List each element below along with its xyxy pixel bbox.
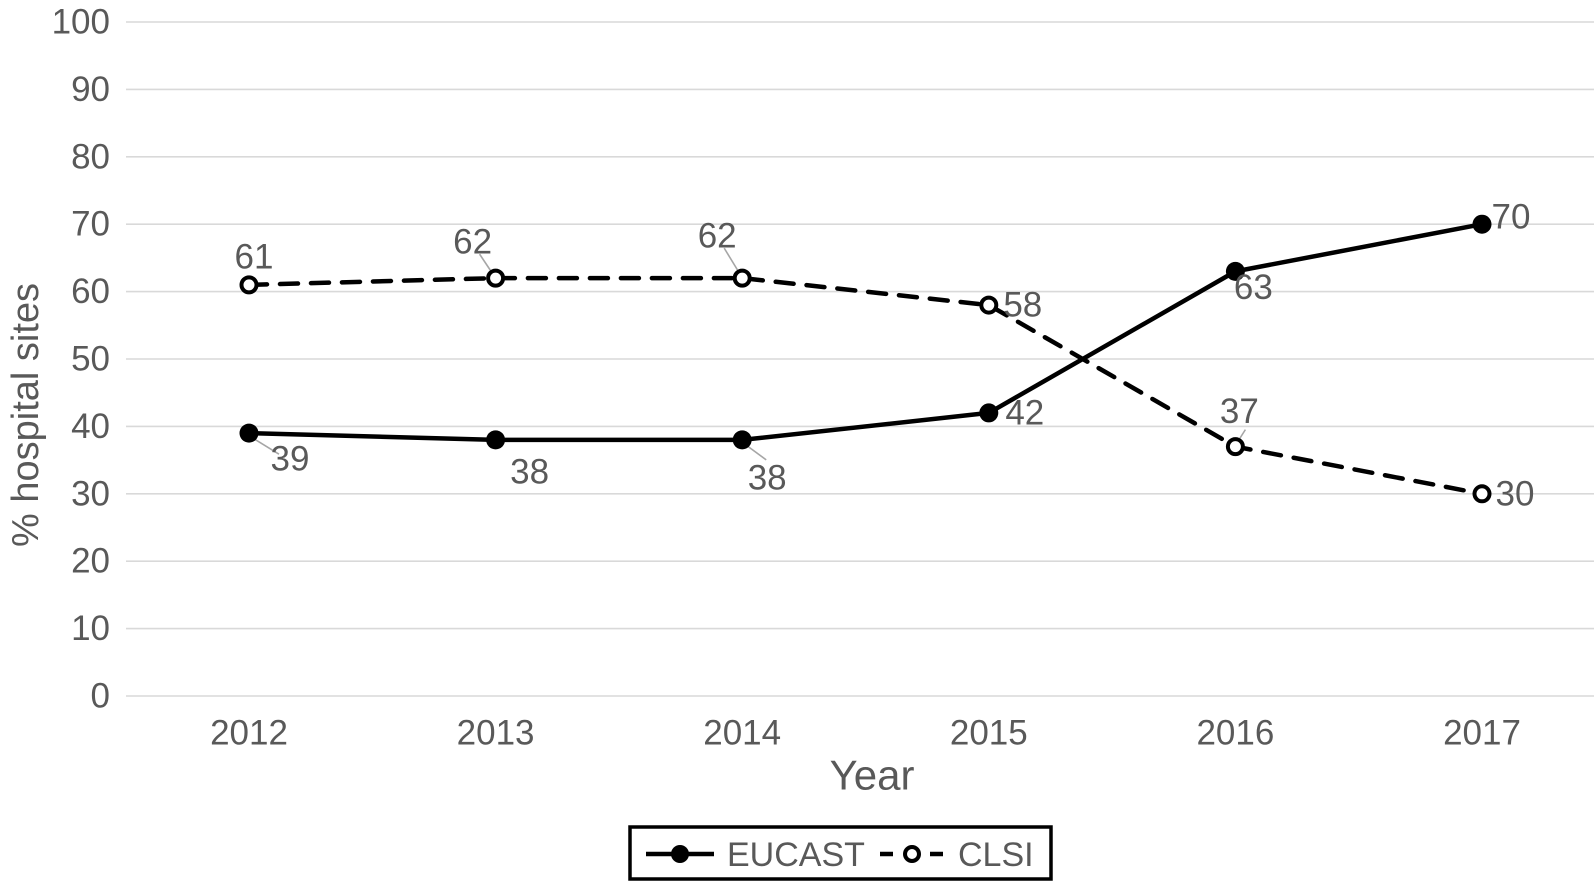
data-point-marker-eucast-2013 xyxy=(486,430,506,450)
data-label-clsi-2013: 62 xyxy=(453,223,492,262)
data-point-marker-clsi-2014 xyxy=(732,268,752,288)
data-label-eucast-2016: 63 xyxy=(1234,268,1273,307)
y-axis-tick-label: 80 xyxy=(71,137,110,176)
data-point-marker-eucast-2016 xyxy=(1225,261,1245,281)
legend-label-clsi: CLSI xyxy=(958,836,1034,874)
x-axis-tick-label: 2016 xyxy=(1196,714,1274,753)
data-label-eucast-2012: 39 xyxy=(271,440,310,479)
data-label-eucast-2014: 38 xyxy=(748,458,787,497)
y-axis-tick-label: 50 xyxy=(71,340,110,379)
data-label-leader-line xyxy=(746,445,767,461)
data-label-clsi-2016: 37 xyxy=(1220,392,1259,431)
y-axis-tick-label: 30 xyxy=(71,474,110,513)
data-label-clsi-2017: 30 xyxy=(1496,474,1535,513)
series-line-clsi xyxy=(246,275,1485,497)
data-point-marker-clsi-2016 xyxy=(1225,437,1245,457)
data-point-marker-clsi-2015 xyxy=(979,295,999,315)
x-axis-tick-label: 2012 xyxy=(210,714,288,753)
data-label-leader-line xyxy=(478,253,493,273)
y-axis-tick-label: 0 xyxy=(91,677,110,716)
legend: EUCAST CLSI xyxy=(628,825,1053,881)
y-axis-tick-label: 20 xyxy=(71,542,110,581)
y-axis-tick-label: 70 xyxy=(71,205,110,244)
x-axis-tick-label: 2015 xyxy=(950,714,1028,753)
data-point-marker-clsi-2012 xyxy=(239,275,259,295)
data-point-marker-eucast-2015 xyxy=(979,403,999,423)
data-point-marker-clsi-2017 xyxy=(1472,484,1492,504)
data-label-leader-line xyxy=(252,437,280,455)
legend-swatch-marker-eucast xyxy=(671,845,689,863)
data-point-marker-eucast-2017 xyxy=(1472,214,1492,234)
data-point-marker-eucast-2012 xyxy=(239,423,259,443)
data-point-marker-clsi-2013 xyxy=(486,268,506,288)
data-label-clsi-2015: 58 xyxy=(1003,286,1042,325)
x-axis-title: Year xyxy=(830,752,915,799)
y-axis-tick-label: 40 xyxy=(71,407,110,446)
series-line-eucast xyxy=(246,221,1485,443)
data-label-eucast-2013: 38 xyxy=(510,452,549,491)
y-axis-tick-label: 10 xyxy=(71,609,110,648)
x-axis-tick-label: 2017 xyxy=(1443,714,1521,753)
data-label-clsi-2012: 61 xyxy=(235,237,274,276)
x-axis-tick-label: 2014 xyxy=(703,714,781,753)
y-axis-title: % hospital sites xyxy=(5,283,47,547)
legend-label-eucast: EUCAST xyxy=(727,836,865,874)
data-label-eucast-2015: 42 xyxy=(1005,393,1044,432)
data-point-marker-eucast-2014 xyxy=(732,430,752,450)
data-label-eucast-2017: 70 xyxy=(1492,198,1531,237)
data-label-leader-line xyxy=(723,247,739,272)
y-axis-tick-label: 60 xyxy=(71,272,110,311)
y-axis-tick-label: 100 xyxy=(52,3,110,42)
legend-swatch-marker-clsi xyxy=(903,845,921,863)
x-axis-tick-label: 2013 xyxy=(457,714,535,753)
y-axis-tick-label: 90 xyxy=(71,70,110,109)
data-label-clsi-2014: 62 xyxy=(698,217,737,256)
